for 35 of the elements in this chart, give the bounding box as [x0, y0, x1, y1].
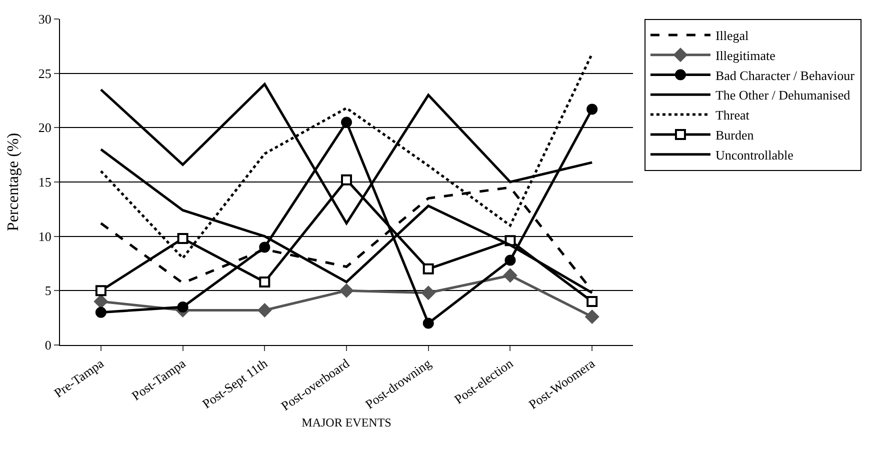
- point: [422, 263, 434, 274]
- x-axis-title: MAJOR EVENTS: [302, 415, 392, 430]
- y-tick-label: 25: [38, 66, 52, 81]
- legend-label: Bad Character / Behaviour: [715, 68, 856, 83]
- point: [585, 310, 599, 324]
- y-tick-label: 30: [38, 12, 52, 27]
- point: [177, 233, 188, 244]
- point: [422, 286, 436, 300]
- point: [341, 174, 352, 186]
- legend-label: The Other / Dehumanised: [715, 88, 851, 103]
- y-tick-label: 15: [38, 174, 52, 190]
- point: [95, 306, 106, 318]
- legend-label: Burden: [715, 128, 754, 143]
- point: [340, 284, 354, 298]
- y-tick-label: 0: [44, 338, 52, 353]
- point: [259, 242, 270, 253]
- point: [586, 296, 598, 308]
- y-tick-label: 10: [38, 228, 52, 244]
- legend-label: Threat: [715, 108, 750, 123]
- point: [259, 276, 270, 288]
- y-axis-title: Percentage (%): [5, 132, 22, 232]
- point: [504, 254, 516, 266]
- legend-label: Illegitimate: [715, 48, 776, 63]
- y-tick-label: 20: [38, 120, 52, 136]
- point: [94, 294, 108, 308]
- point: [258, 303, 272, 318]
- legend-label: Uncontrollable: [715, 147, 794, 162]
- point: [95, 285, 106, 296]
- legend-label: Illegal: [715, 28, 750, 44]
- point: [341, 116, 352, 128]
- point: [177, 301, 188, 312]
- point: [586, 104, 598, 115]
- point: [503, 268, 518, 282]
- point: [422, 318, 434, 329]
- y-tick-label: 5: [44, 283, 52, 298]
